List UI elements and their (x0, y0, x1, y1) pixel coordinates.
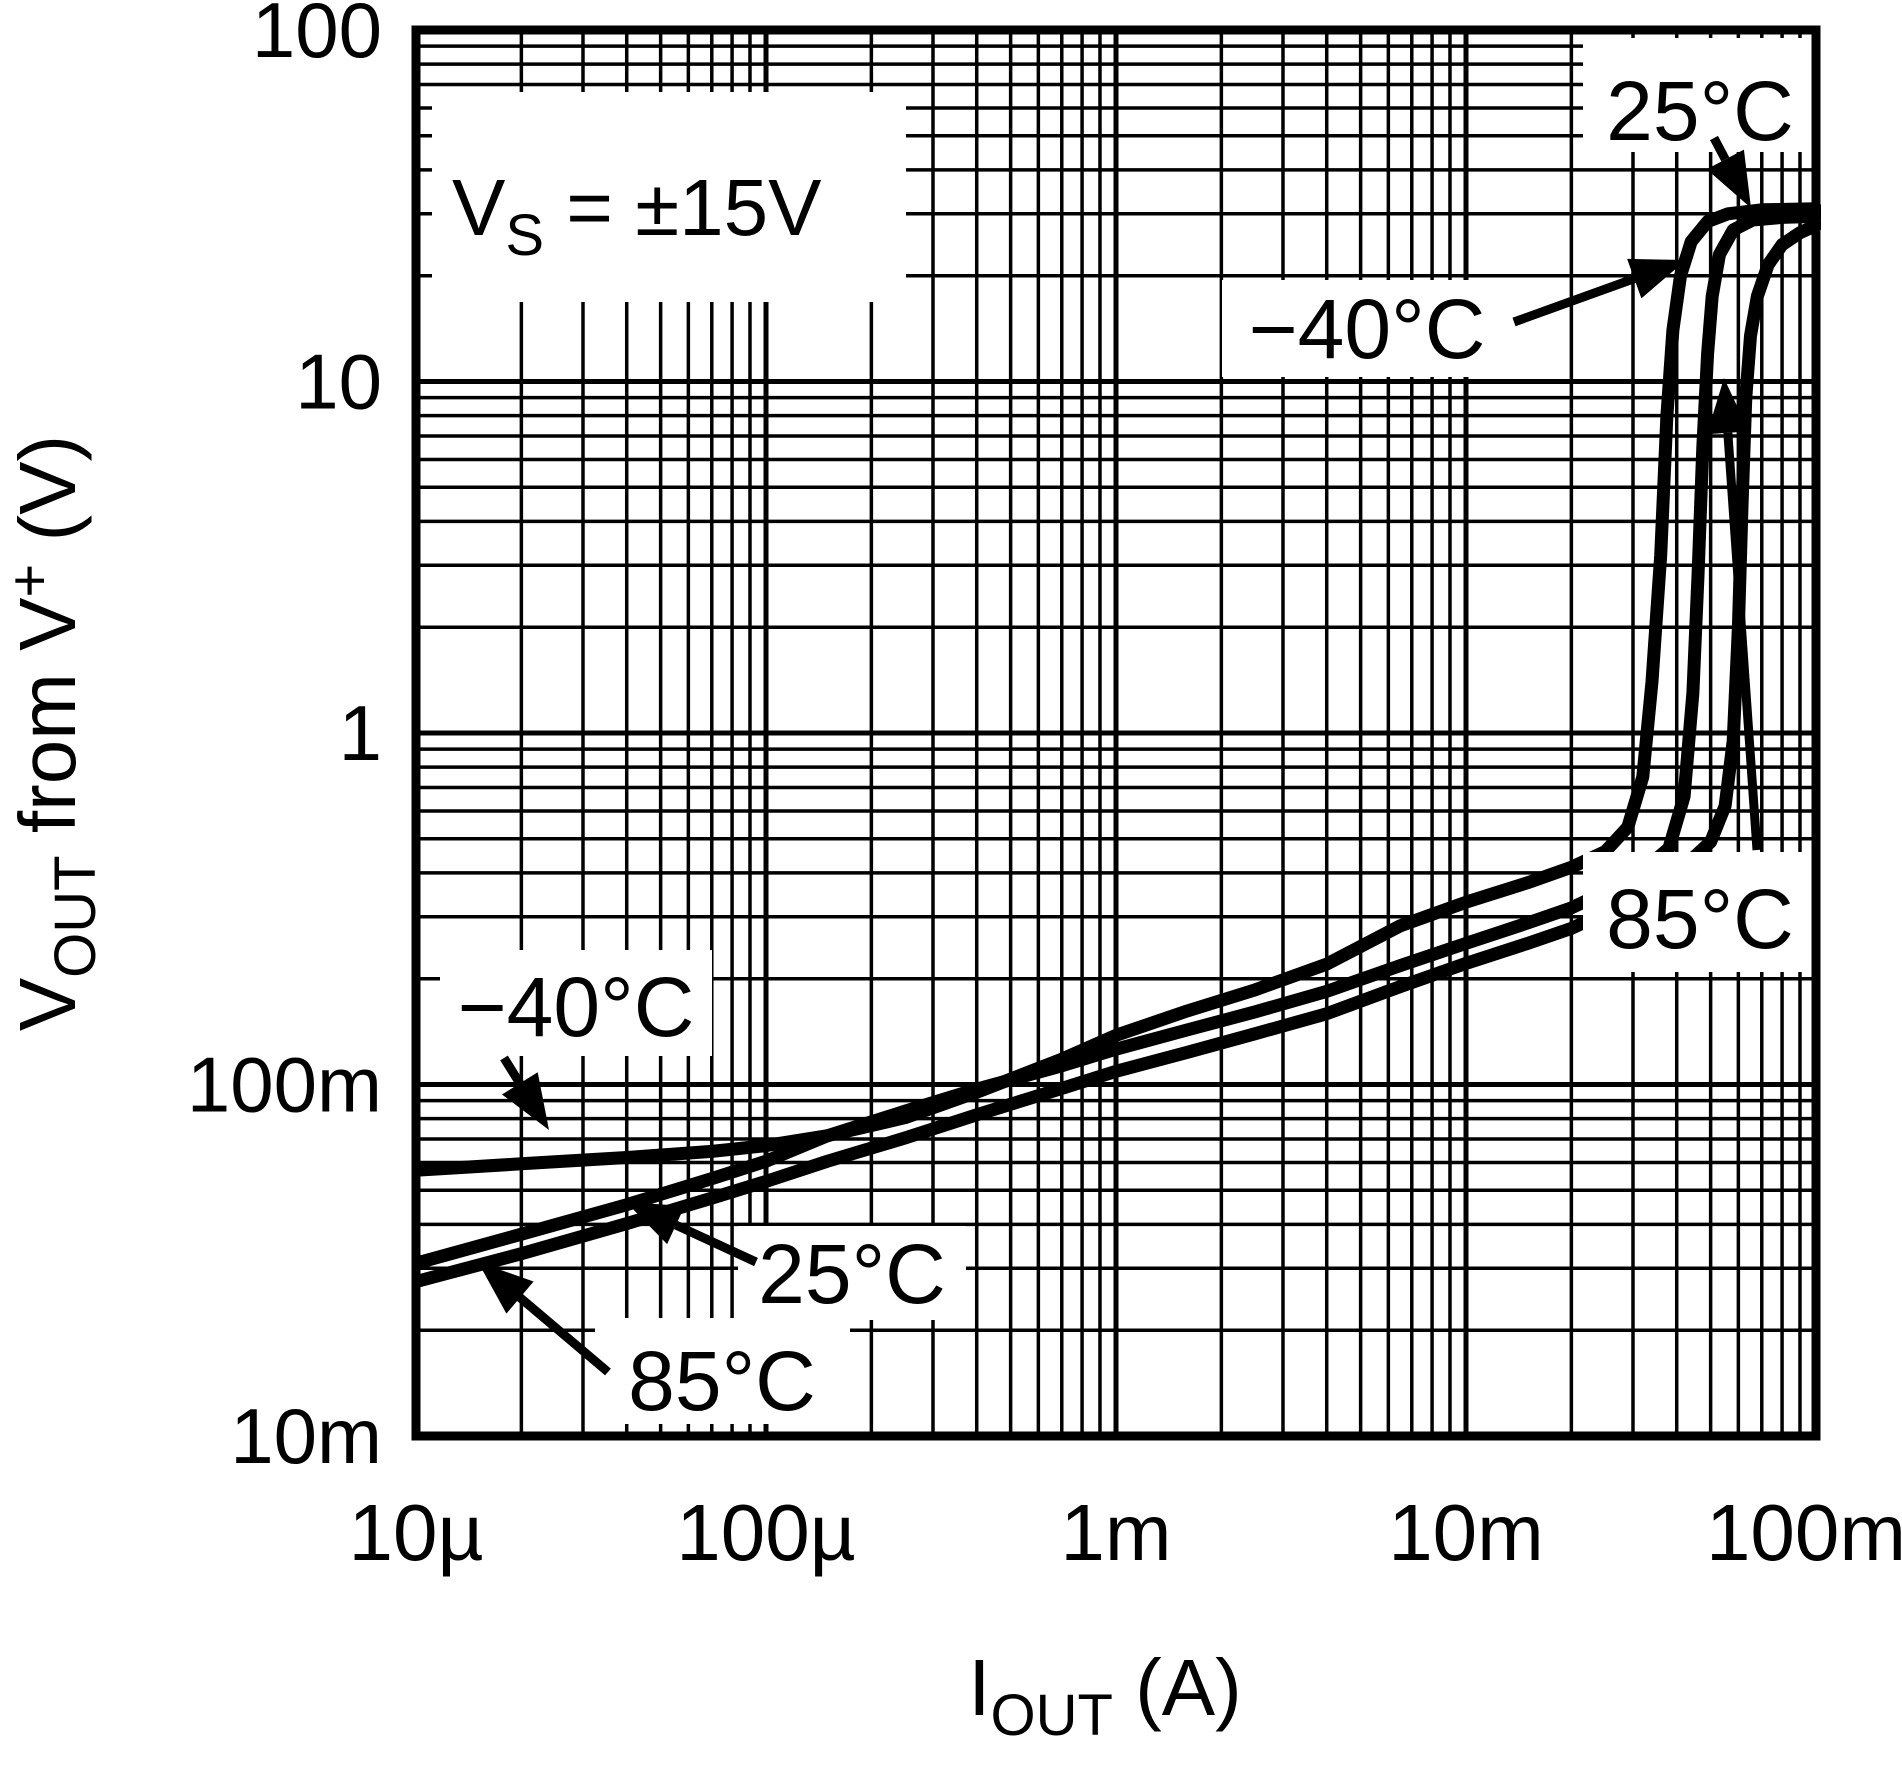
temperature-curves (412, 202, 1821, 1289)
y-tick-100: 100 (252, 0, 382, 74)
y-tick-1: 1 (339, 689, 382, 777)
annotation-25c-left: 25°C (758, 1227, 946, 1321)
curve-25c (412, 209, 1821, 1270)
annotation-masks (432, 38, 1816, 1424)
x-tick-10m: 10m (1388, 1488, 1544, 1577)
annotation-85c-left: 85°C (628, 1334, 816, 1428)
y-tick-10: 10 (295, 338, 382, 426)
supply-condition-label: VS = ±15V (452, 163, 822, 268)
annotation-arrows (478, 135, 1762, 1376)
y-tick-10m: 10m (230, 1392, 382, 1480)
annotation-85c-right: 85°C (1606, 872, 1794, 966)
annotation-minus40c-left: −40°C (458, 960, 695, 1054)
x-axis-title: IOUT (A) (968, 1643, 1242, 1748)
y-tick-100m: 100m (187, 1041, 382, 1129)
x-tick-100u: 100µ (676, 1488, 856, 1577)
x-tick-10u: 10µ (348, 1488, 483, 1577)
x-tick-1m: 1m (1060, 1488, 1171, 1577)
annotation-25c-topright: 25°C (1606, 64, 1794, 158)
x-tick-100m: 100m (1706, 1488, 1902, 1577)
y-axis-title: VOUT from V+ (V) (0, 435, 108, 1031)
plot-border (411, 25, 1821, 1441)
annotation-minus40c-right: −40°C (1249, 282, 1486, 376)
curve-85c (412, 218, 1821, 1289)
